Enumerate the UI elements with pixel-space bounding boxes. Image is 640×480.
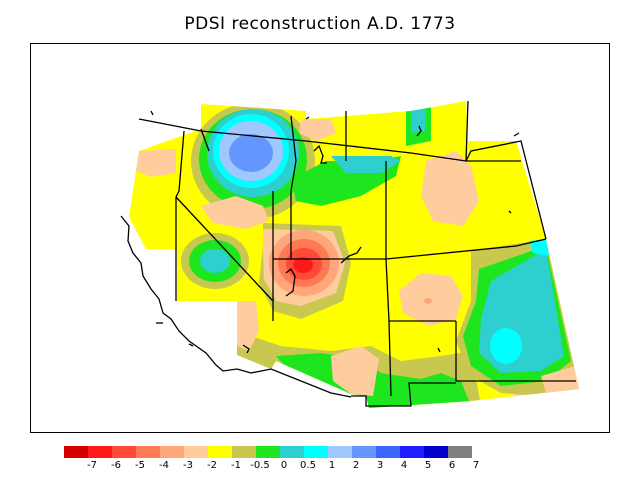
legend-swatch — [136, 446, 160, 458]
contour-utah-brightred — [293, 257, 313, 273]
contour-west-peach — [131, 149, 176, 177]
legend-swatch — [400, 446, 424, 458]
legend-tick-label: -6 — [111, 460, 121, 471]
state-boundaries — [138, 100, 576, 407]
coastline — [120, 215, 352, 398]
contour-sw-peach — [237, 301, 259, 351]
legend-tick-label: 3 — [376, 460, 384, 471]
legend-tick-label: -5 — [135, 460, 145, 471]
legend-tick-label: -4 — [159, 460, 169, 471]
contour-dakota-peach — [421, 151, 479, 226]
contour-se-peach-inner — [541, 366, 579, 393]
legend-tick-label: -0.5 — [250, 460, 270, 471]
legend-swatch — [376, 446, 400, 458]
contour-southcenter-peach — [331, 346, 379, 396]
legend-swatch — [352, 446, 376, 458]
lakes-islands — [150, 110, 520, 354]
color-legend-labels: -7 -6 -5 -4 -3 -2 -1 -0.5 0 0.5 1 2 3 4 5 6 7 — [64, 460, 592, 474]
contour-nevada-peach — [201, 196, 269, 229]
pdsi-map — [120, 100, 579, 408]
legend-tick-label: -3 — [183, 460, 193, 471]
legend-tick-label: -7 — [87, 460, 97, 471]
legend-tick-label: 5 — [424, 460, 432, 471]
legend-swatch — [304, 446, 328, 458]
legend-tick-label: 0.5 — [300, 460, 316, 471]
color-legend-bar — [64, 446, 472, 458]
contour-east-cyan — [490, 328, 522, 364]
legend-tick-label: -2 — [207, 460, 217, 471]
legend-swatch — [160, 446, 184, 458]
legend-tick-label: 7 — [472, 460, 480, 471]
legend-tick-label: 6 — [448, 460, 456, 471]
map-panel — [30, 43, 610, 433]
legend-tick-label: 1 — [328, 460, 336, 471]
legend-swatch — [424, 446, 448, 458]
contour-colorado-orange — [424, 298, 432, 304]
legend-swatch — [232, 446, 256, 458]
legend-swatch — [256, 446, 280, 458]
contour-montana-teal — [331, 156, 401, 173]
legend-swatch — [184, 446, 208, 458]
legend-tick-label: 0 — [280, 460, 288, 471]
legend-swatch — [328, 446, 352, 458]
legend-swatch — [280, 446, 304, 458]
legend-tick-label: -1 — [231, 460, 241, 471]
contour-montana-peach — [299, 119, 336, 141]
contour-east-cyan-top — [529, 239, 549, 256]
legend-swatch — [64, 446, 88, 458]
legend-tick-label: 2 — [352, 460, 360, 471]
legend-swatch — [112, 446, 136, 458]
contour-nevada-teal — [200, 249, 230, 273]
contour-ne-teal — [411, 109, 426, 133]
legend-swatch — [448, 446, 472, 458]
contour-north-blue — [229, 134, 273, 172]
legend-tick-label: 4 — [400, 460, 408, 471]
legend-swatch — [88, 446, 112, 458]
map-title: PDSI reconstruction A.D. 1773 — [184, 14, 456, 34]
legend-swatch — [208, 446, 232, 458]
